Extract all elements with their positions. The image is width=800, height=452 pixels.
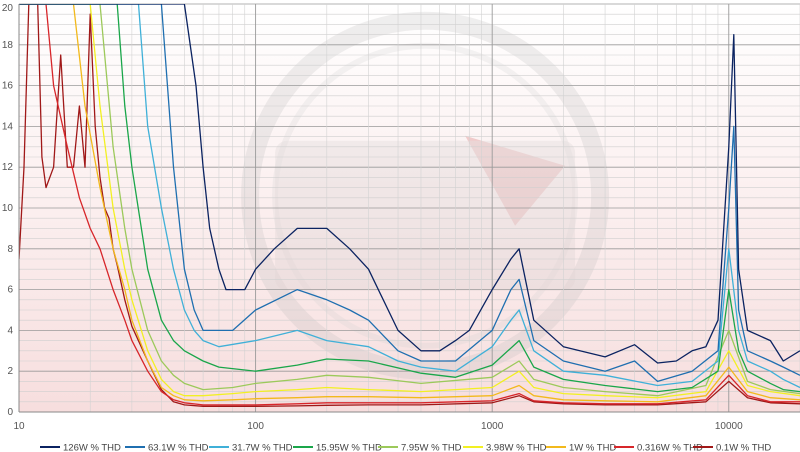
series-line	[19, 4, 800, 389]
y-tick-label: 10	[2, 203, 14, 214]
y-tick-label: 12	[2, 162, 14, 173]
series-lines	[19, 4, 800, 407]
y-tick-label: 14	[2, 121, 14, 132]
y-tick-label: 2	[7, 366, 13, 377]
x-tick-label: 10	[13, 421, 25, 432]
legend-label: 31.7W % THD	[232, 443, 293, 452]
watermark-logo	[241, 11, 610, 380]
watermark-ring	[241, 11, 610, 380]
legend-label: 15.95W % THD	[316, 443, 382, 452]
y-tick-label: 16	[2, 81, 14, 92]
legend-label: 1W % THD	[569, 443, 616, 452]
series-line	[19, 4, 800, 383]
watermark-inner-ring	[272, 42, 579, 349]
x-tick-label: 10000	[715, 421, 743, 432]
y-tick-label: 0	[7, 407, 13, 418]
legend-label: 126W % THD	[63, 443, 121, 452]
axes: 0 2 4 6 8 10 12 14 16 18 20 10 100 1000 10000	[2, 3, 800, 432]
legend-label: 0.1W % THD	[716, 443, 771, 452]
y-tick-label: 8	[7, 244, 13, 255]
x-tick-label: 100	[247, 421, 264, 432]
legend-label: 7.95W % THD	[401, 443, 462, 452]
y-tick-label: 4	[7, 325, 13, 336]
series-line	[19, 4, 800, 403]
y-tick-label: 6	[7, 285, 13, 296]
watermark-block	[275, 140, 576, 291]
series-line	[19, 4, 800, 397]
legend-label: 0.316W % THD	[637, 443, 703, 452]
x-tick-label: 1000	[481, 421, 504, 432]
watermark-flag	[465, 135, 566, 226]
series-line	[19, 4, 800, 364]
legend: 126W % THD 63.1W % THD 31.7W % THD 15.95W %…	[40, 443, 771, 452]
series-line	[19, 4, 800, 406]
y-tick-label: 20	[2, 3, 14, 14]
legend-label: 63.1W % THD	[148, 443, 209, 452]
series-line	[19, 4, 800, 393]
y-tick-label: 18	[2, 40, 14, 51]
series-line	[19, 4, 800, 399]
legend-label: 3.98W % THD	[486, 443, 547, 452]
grid	[18, 3, 800, 413]
